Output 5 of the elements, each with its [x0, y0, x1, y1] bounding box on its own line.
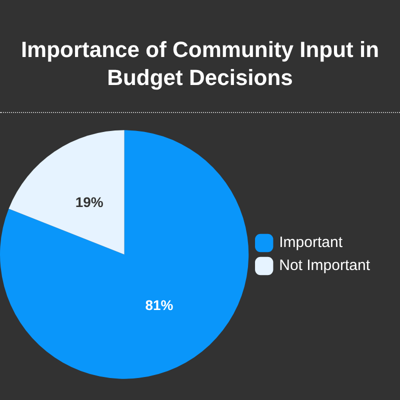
data-label: 19%	[75, 194, 104, 210]
chart-title: Importance of Community Input in Budget Decisions	[20, 36, 380, 92]
legend-label: Important	[279, 234, 344, 252]
legend-label: Not Important	[279, 257, 371, 274]
data-label: 81%	[145, 296, 174, 313]
